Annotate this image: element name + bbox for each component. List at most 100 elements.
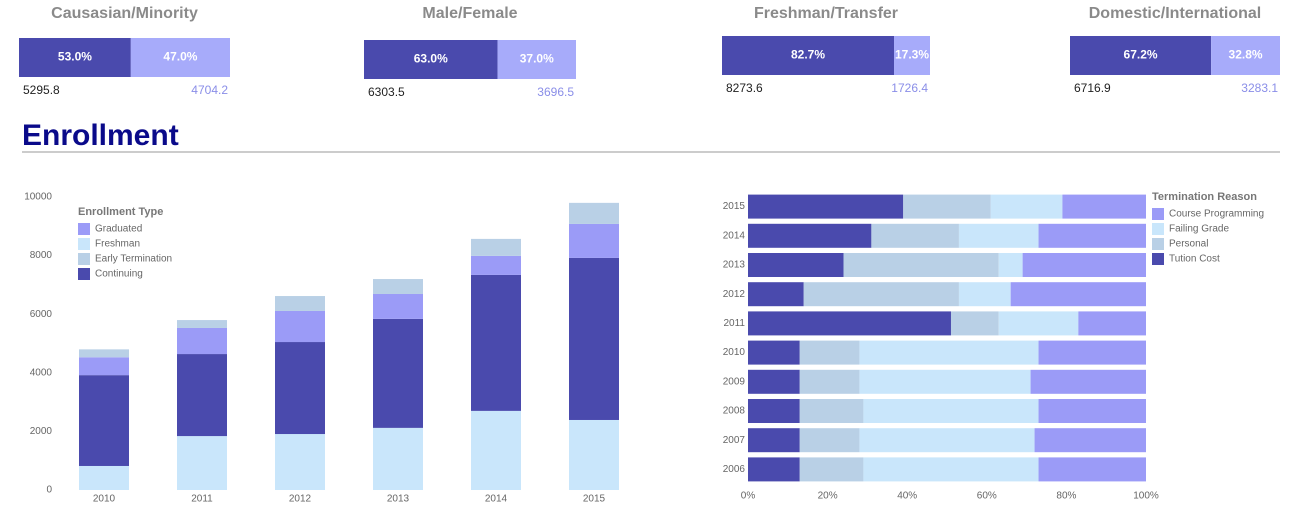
bar-segment	[748, 282, 804, 307]
bar-segment	[748, 457, 800, 482]
bar-segment	[1030, 369, 1146, 394]
bar-segment	[569, 223, 619, 258]
x-tick-label: 60%	[977, 491, 997, 502]
legend-title: Termination Reason	[1152, 191, 1257, 203]
kpi-title: Domestic/International	[1089, 5, 1261, 22]
bar-segment	[803, 282, 959, 307]
y-tick-label: 2009	[723, 376, 746, 387]
y-tick-label: 2007	[723, 435, 746, 446]
bar-segment	[79, 375, 129, 466]
x-tick-label: 100%	[1133, 491, 1159, 502]
bar-segment	[177, 327, 227, 355]
x-tick-label: 40%	[897, 491, 917, 502]
bar-segment	[79, 349, 129, 358]
y-tick-label: 6000	[30, 309, 53, 320]
legend-swatch	[1152, 223, 1164, 235]
bar-segment	[799, 428, 860, 453]
y-tick-label: 8000	[30, 250, 53, 261]
legend-swatch	[1152, 238, 1164, 250]
kpi-title: Male/Female	[422, 5, 517, 22]
x-tick-label: 2013	[387, 494, 410, 505]
legend-label: Tution Cost	[1169, 254, 1220, 265]
bar-segment	[998, 253, 1023, 277]
y-tick-label: 0	[46, 485, 52, 496]
bar-segment	[799, 340, 860, 365]
kpi-left-pct: 53.0%	[58, 50, 92, 64]
bar-segment	[1038, 457, 1146, 482]
legend-swatch	[78, 223, 90, 235]
bar-segment	[859, 369, 1031, 394]
legend-swatch	[78, 238, 90, 250]
bar-segment	[275, 296, 325, 311]
kpi-left-bar	[722, 36, 895, 75]
kpi-left-count: 5295.8	[23, 83, 60, 97]
bar-segment	[1038, 340, 1146, 365]
bar-segment	[569, 257, 619, 420]
bar-segment	[748, 340, 800, 365]
x-tick-label: 20%	[818, 491, 838, 502]
legend-swatch	[1152, 208, 1164, 220]
legend-label: Personal	[1169, 239, 1208, 250]
kpi-right-bar	[497, 40, 576, 79]
x-tick-label: 2010	[93, 494, 116, 505]
kpi-left-pct: 67.2%	[1124, 48, 1158, 62]
kpi-left-pct: 82.7%	[791, 48, 825, 62]
bar-segment	[799, 369, 860, 394]
bar-segment	[748, 194, 904, 219]
kpi-right-pct: 17.3%	[895, 48, 929, 62]
legend-swatch	[78, 253, 90, 265]
bar-segment	[177, 436, 227, 490]
bar-segment	[998, 311, 1079, 336]
legend-swatch	[1152, 253, 1164, 265]
legend-label: Continuing	[95, 269, 143, 280]
x-tick-label: 2015	[583, 494, 606, 505]
x-tick-label: 2014	[485, 494, 508, 505]
bar-segment	[871, 223, 959, 248]
legend-label: Course Programming	[1169, 209, 1264, 220]
kpi-right-count: 3696.5	[537, 85, 574, 99]
kpi-left-bar	[1070, 36, 1212, 75]
kpi-right-bar	[894, 36, 930, 75]
bar-segment	[1034, 428, 1146, 453]
kpi-left-bar	[19, 38, 131, 77]
bar-segment	[471, 255, 521, 275]
bar-segment	[748, 223, 872, 248]
bar-segment	[748, 253, 844, 277]
bar-segment	[859, 340, 1039, 365]
bar-segment	[859, 428, 1035, 453]
kpi-right-pct: 32.8%	[1229, 48, 1263, 62]
x-tick-label: 80%	[1056, 491, 1076, 502]
kpi-title: Freshman/Transfer	[754, 5, 898, 22]
bar-segment	[799, 457, 864, 482]
bar-segment	[177, 354, 227, 437]
y-tick-label: 4000	[30, 367, 53, 378]
bar-segment	[1062, 194, 1146, 219]
legend-swatch	[78, 268, 90, 280]
bar-segment	[1010, 282, 1146, 307]
bar-segment	[373, 279, 423, 294]
kpi-right-pct: 37.0%	[520, 52, 554, 66]
bar-segment	[958, 282, 1011, 307]
bar-segment	[177, 320, 227, 328]
kpi-left-count: 6303.5	[368, 85, 405, 99]
kpi-title: Causasian/Minority	[51, 5, 198, 22]
x-tick-label: 2012	[289, 494, 312, 505]
bar-segment	[1038, 223, 1146, 248]
bar-segment	[569, 202, 619, 224]
legend-label: Failing Grade	[1169, 224, 1229, 235]
bar-segment	[373, 318, 423, 428]
kpi-left-count: 8273.6	[726, 81, 763, 95]
y-tick-label: 2010	[723, 347, 746, 358]
y-tick-label: 2015	[723, 201, 746, 212]
kpi-right-count: 4704.2	[191, 83, 228, 97]
bar-segment	[863, 399, 1039, 423]
y-tick-label: 2008	[723, 406, 746, 417]
bar-segment	[843, 253, 999, 277]
bar-segment	[471, 238, 521, 256]
bar-segment	[275, 342, 325, 435]
legend-label: Freshman	[95, 239, 140, 250]
y-tick-label: 10000	[24, 192, 52, 203]
legend-label: Early Termination	[95, 254, 172, 265]
bar-segment	[373, 427, 423, 490]
